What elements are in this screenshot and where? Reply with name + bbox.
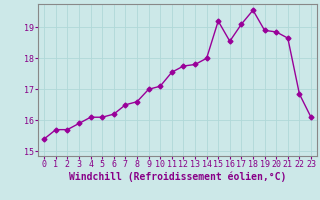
X-axis label: Windchill (Refroidissement éolien,°C): Windchill (Refroidissement éolien,°C) — [69, 172, 286, 182]
